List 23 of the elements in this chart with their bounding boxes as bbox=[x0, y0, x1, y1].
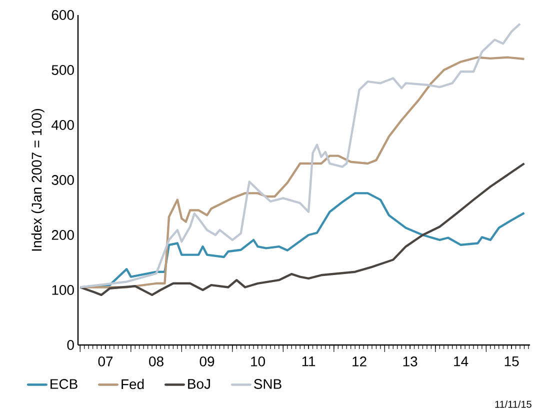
y-tick-label: 500 bbox=[52, 65, 74, 75]
y-tick-label: 100 bbox=[52, 285, 74, 295]
y-tick-label: 600 bbox=[52, 10, 74, 20]
x-tick-label: 07 bbox=[98, 356, 113, 366]
x-tick-label: 15 bbox=[504, 356, 519, 366]
x-tick-label: 12 bbox=[352, 356, 366, 366]
x-tick-label: 11 bbox=[302, 356, 316, 366]
x-tick-label: 10 bbox=[251, 356, 266, 366]
x-tick-label: 14 bbox=[454, 356, 468, 366]
legend-label: BoJ bbox=[188, 379, 210, 389]
legend-label: Fed bbox=[122, 378, 144, 390]
x-tick-label: 09 bbox=[200, 356, 214, 366]
y-axis-title: Index (Jan 2007 = 100) bbox=[31, 108, 44, 251]
line-series bbox=[79, 162, 526, 296]
legend-label: ECB bbox=[50, 379, 78, 389]
legend-label: SNB bbox=[254, 379, 282, 389]
y-tick-label: 200 bbox=[52, 230, 74, 240]
x-tick-label: 13 bbox=[403, 356, 418, 366]
y-tick-label: 400 bbox=[52, 120, 74, 130]
y-tick-label: 0 bbox=[67, 340, 74, 350]
y-tick-label: 300 bbox=[52, 175, 74, 185]
text: 11/11/15 bbox=[495, 400, 532, 408]
x-tick-label: 08 bbox=[149, 356, 164, 366]
